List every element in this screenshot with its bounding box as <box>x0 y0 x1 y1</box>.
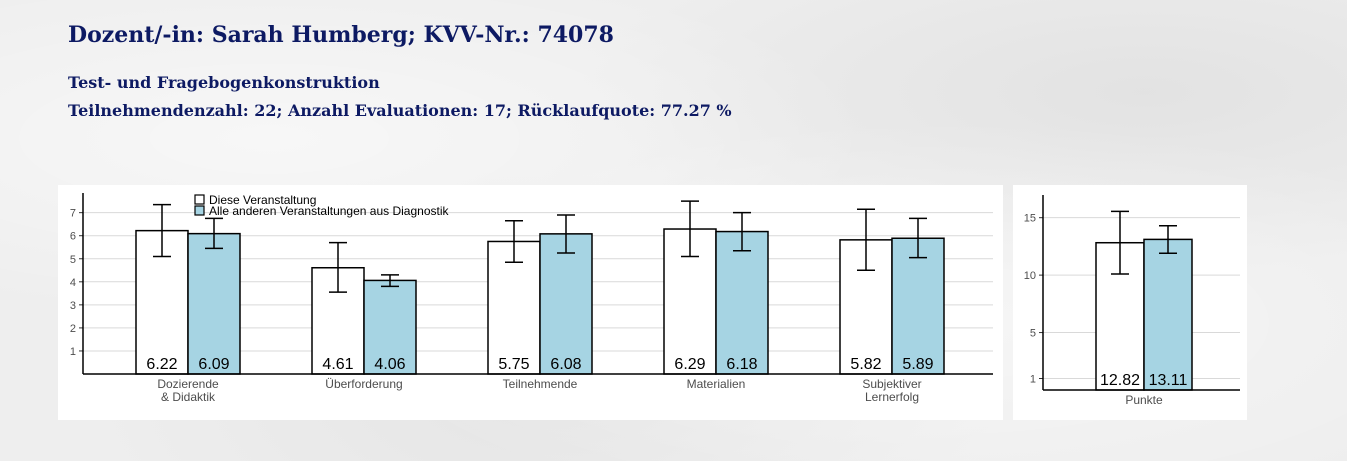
bar-value-label: 12.82 <box>1100 372 1140 389</box>
y-tick-label: 3 <box>70 300 76 312</box>
bar-value-label: 5.82 <box>850 356 881 373</box>
bar-value-label: 5.89 <box>902 356 933 373</box>
x-tick-label: Dozierende & Didaktik <box>157 377 219 404</box>
x-tick-label: Teilnehmende <box>503 377 578 391</box>
y-tick-label: 1 <box>1030 374 1036 386</box>
main-chart-panel: 1 2 3 4 5 6 7 6.22 4.61 5.75 6.29 5.82 6.09 4.06 6.08 6… <box>58 185 1003 420</box>
bar-value-label: 6.09 <box>198 356 229 373</box>
bar <box>891 237 945 375</box>
legend-swatch <box>194 194 205 205</box>
y-tick-label: 5 <box>1030 328 1036 340</box>
y-tick-label: 5 <box>70 254 76 266</box>
course-title: Test- und Fragebogenkonstruktion <box>68 73 380 92</box>
bar <box>1143 238 1193 391</box>
main-bar-chart: 1 2 3 4 5 6 7 6.22 4.61 5.75 6.29 5.82 6.09 4.06 6.08 6… <box>70 193 993 404</box>
bar-value-label: 6.08 <box>550 356 581 373</box>
bar-value-label: 6.29 <box>674 356 705 373</box>
y-tick-label: 2 <box>70 323 76 335</box>
x-tick-label: Materialien <box>687 377 746 391</box>
bar-value-label: 4.06 <box>374 356 405 373</box>
y-tick-label: 6 <box>70 231 76 243</box>
legend-label: Diese Veranstaltung <box>209 193 316 207</box>
bar <box>187 232 241 375</box>
y-tick-label: 1 <box>70 346 76 358</box>
legend-label: Alle anderen Veranstaltungen aus Diagnos… <box>209 204 449 218</box>
bar-value-label: 4.61 <box>322 356 353 373</box>
bar <box>487 240 541 375</box>
bar <box>715 230 769 375</box>
y-tick-label: 15 <box>1024 213 1036 225</box>
y-tick-label: 10 <box>1024 270 1036 282</box>
bar-value-label: 13.11 <box>1149 372 1188 389</box>
course-info: Teilnehmendenzahl: 22; Anzahl Evaluation… <box>68 101 732 120</box>
bar <box>539 233 593 375</box>
bar-value-label: 6.22 <box>146 356 177 373</box>
bar-value-label: 5.75 <box>498 356 529 373</box>
x-tick-label: Punkte <box>1125 393 1163 407</box>
y-tick-label: 7 <box>70 208 76 220</box>
page-title: Dozent/-in: Sarah Humberg; KVV-Nr.: 7407… <box>68 22 614 48</box>
bar-value-label: 6.18 <box>726 356 757 373</box>
y-tick-label: 4 <box>70 277 76 289</box>
x-tick-label: Überforderung <box>325 377 402 391</box>
legend-swatch <box>194 205 205 216</box>
x-tick-label: Subjektiver Lernerfolg <box>862 377 921 404</box>
points-chart-panel: 1 5 10 15 12.82 13.11 Punkte <box>1013 185 1247 420</box>
